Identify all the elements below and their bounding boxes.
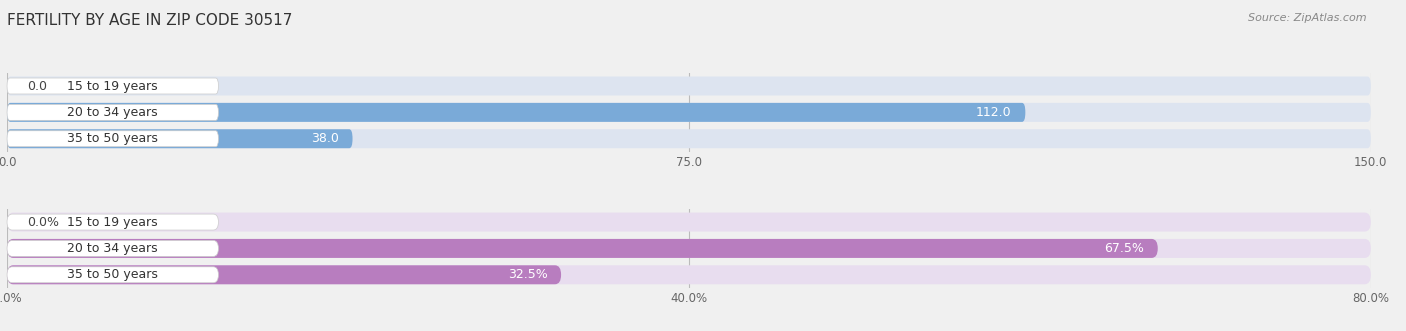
FancyBboxPatch shape [7,76,1371,96]
FancyBboxPatch shape [7,267,218,283]
FancyBboxPatch shape [7,213,1371,232]
Text: FERTILITY BY AGE IN ZIP CODE 30517: FERTILITY BY AGE IN ZIP CODE 30517 [7,13,292,28]
Text: 20 to 34 years: 20 to 34 years [67,106,157,119]
Text: 15 to 19 years: 15 to 19 years [67,215,157,228]
FancyBboxPatch shape [7,239,1371,258]
FancyBboxPatch shape [7,103,1371,122]
Text: 0.0%: 0.0% [28,215,59,228]
Text: 15 to 19 years: 15 to 19 years [67,79,157,92]
Text: 35 to 50 years: 35 to 50 years [67,132,157,145]
Text: 0.0: 0.0 [28,79,48,92]
FancyBboxPatch shape [7,239,1157,258]
Text: 38.0: 38.0 [311,132,339,145]
FancyBboxPatch shape [7,78,218,94]
FancyBboxPatch shape [7,129,1371,148]
FancyBboxPatch shape [7,104,218,120]
FancyBboxPatch shape [7,265,561,284]
Text: Source: ZipAtlas.com: Source: ZipAtlas.com [1249,13,1367,23]
FancyBboxPatch shape [7,103,1025,122]
FancyBboxPatch shape [7,131,218,147]
Text: 35 to 50 years: 35 to 50 years [67,268,157,281]
Text: 112.0: 112.0 [976,106,1012,119]
FancyBboxPatch shape [7,214,218,230]
Text: 67.5%: 67.5% [1104,242,1144,255]
FancyBboxPatch shape [7,129,353,148]
FancyBboxPatch shape [7,240,218,257]
Text: 20 to 34 years: 20 to 34 years [67,242,157,255]
Text: 32.5%: 32.5% [508,268,547,281]
FancyBboxPatch shape [7,265,1371,284]
